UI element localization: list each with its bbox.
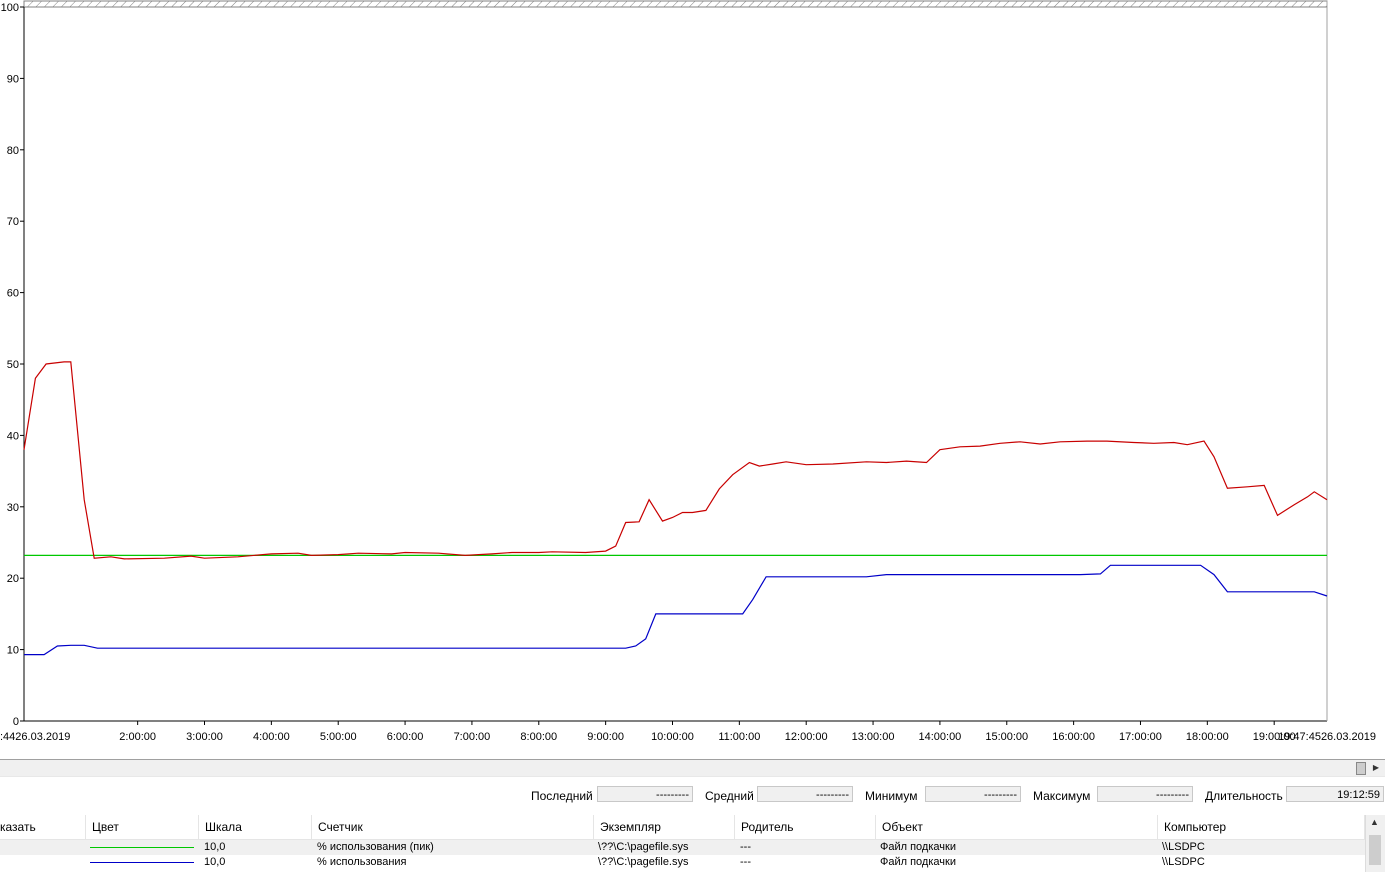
scale-value: 10,0 xyxy=(204,856,226,868)
computer-name: \\LSDPC xyxy=(1162,841,1205,853)
column-counter[interactable]: Счетчик xyxy=(312,815,594,839)
scroll-up-icon[interactable]: ▲ xyxy=(1370,817,1379,827)
x-tick-label: 15:00:00 xyxy=(985,731,1028,743)
last-label: Последний xyxy=(531,789,593,803)
x-tick-label: 18:00:00 xyxy=(1186,731,1229,743)
legend-row[interactable]: 10,0 % использования \??\C:\pagefile.sys… xyxy=(0,855,1365,870)
column-instance[interactable]: Экземпляр xyxy=(594,815,735,839)
performance-graph[interactable]: 0 10 20 30 40 50 60 70 80 90 100 2:00:00 3:00:00 4:0… xyxy=(0,0,1385,750)
parent-name: --- xyxy=(740,841,751,853)
instance-name: \??\C:\pagefile.sys xyxy=(598,856,689,868)
y-tick-label: 60 xyxy=(7,288,19,300)
y-tick-label: 90 xyxy=(7,73,19,85)
y-tick-label: 20 xyxy=(7,573,19,585)
legend-header: казать Цвет Шкала Счетчик Экземпляр Роди… xyxy=(0,815,1365,840)
scroll-right-icon[interactable]: ▶ xyxy=(1372,763,1380,772)
x-tick-label: 4:00:00 xyxy=(253,731,290,743)
column-color[interactable]: Цвет xyxy=(86,815,199,839)
y-tick-label: 10 xyxy=(7,645,19,657)
y-tick-label: 40 xyxy=(7,430,19,442)
chart-hatch-fill xyxy=(24,1,1327,7)
minimum-label: Минимум xyxy=(865,789,918,803)
series-line-1[interactable] xyxy=(23,361,1328,560)
y-tick-label: 100 xyxy=(1,2,19,14)
column-show[interactable]: казать xyxy=(0,815,86,839)
color-swatch xyxy=(90,847,194,848)
scale-value: 10,0 xyxy=(204,841,226,853)
average-value: --------- xyxy=(757,786,853,802)
scrollbar-thumb[interactable] xyxy=(1369,835,1381,865)
y-tick-label: 80 xyxy=(7,145,19,157)
x-tick-label: 17:00:00 xyxy=(1119,731,1162,743)
x-tick-label: 10:00:00 xyxy=(651,731,694,743)
x-tick-label: 8:00:00 xyxy=(520,731,557,743)
counter-name: % использования xyxy=(317,856,407,868)
x-tick-label: 6:00:00 xyxy=(387,731,424,743)
x-tick-label: 7:00:00 xyxy=(454,731,491,743)
x-tick-label: 5:00:00 xyxy=(320,731,357,743)
vertical-scrollbar[interactable]: ▲ xyxy=(1365,815,1385,872)
parent-name: --- xyxy=(740,856,751,868)
x-tick-label: 11:00:00 xyxy=(718,731,760,743)
object-name: Файл подкачки xyxy=(880,856,956,868)
maximum-label: Максимум xyxy=(1033,789,1091,803)
computer-name: \\LSDPC xyxy=(1162,856,1205,868)
x-start-label: :4426.03.2019 xyxy=(0,731,70,743)
chart-canvas[interactable]: 0 10 20 30 40 50 60 70 80 90 100 2:00:00 3:00:00 4:0… xyxy=(0,0,1385,750)
counter-name: % использования (пик) xyxy=(317,841,434,853)
horizontal-scrollbar[interactable]: ▶ xyxy=(0,759,1385,777)
y-tick-label: 50 xyxy=(7,359,19,371)
legend-row[interactable]: 10,0 % использования (пик) \??\C:\pagefi… xyxy=(0,840,1365,855)
x-tick-label: 16:00:00 xyxy=(1052,731,1095,743)
minimum-value: --------- xyxy=(925,786,1021,802)
average-label: Средний xyxy=(705,789,754,803)
x-tick-label: 9:00:00 xyxy=(587,731,624,743)
counter-legend-table: казать Цвет Шкала Счетчик Экземпляр Роди… xyxy=(0,815,1385,872)
color-swatch xyxy=(90,862,194,863)
duration-label: Длительность xyxy=(1205,789,1283,803)
x-tick-label: 3:00:00 xyxy=(186,731,223,743)
x-tick-label: 13:00:00 xyxy=(852,731,895,743)
column-scale[interactable]: Шкала xyxy=(199,815,312,839)
column-computer[interactable]: Компьютер xyxy=(1158,815,1365,839)
scrollbar-thumb[interactable] xyxy=(1356,762,1366,775)
duration-value: 19:12:59 xyxy=(1286,786,1384,802)
statistics-bar: Последний --------- Средний --------- Ми… xyxy=(0,783,1385,809)
y-tick-label: 0 xyxy=(13,716,19,728)
x-tick-label: 19:00:00 xyxy=(1253,731,1296,743)
x-tick-label: 12:00:00 xyxy=(785,731,828,743)
x-tick-label: 14:00:00 xyxy=(918,731,961,743)
series-line-2[interactable] xyxy=(24,564,1328,656)
y-tick-label: 70 xyxy=(7,216,19,228)
x-end-label: 19:47:4526.03.2019 xyxy=(1278,731,1376,743)
instance-name: \??\C:\pagefile.sys xyxy=(598,841,689,853)
column-object[interactable]: Объект xyxy=(876,815,1158,839)
maximum-value: --------- xyxy=(1097,786,1193,802)
y-tick-label: 30 xyxy=(7,502,19,514)
column-parent[interactable]: Родитель xyxy=(735,815,876,839)
object-name: Файл подкачки xyxy=(880,841,956,853)
last-value: --------- xyxy=(597,786,693,802)
x-tick-label: 2:00:00 xyxy=(119,731,156,743)
